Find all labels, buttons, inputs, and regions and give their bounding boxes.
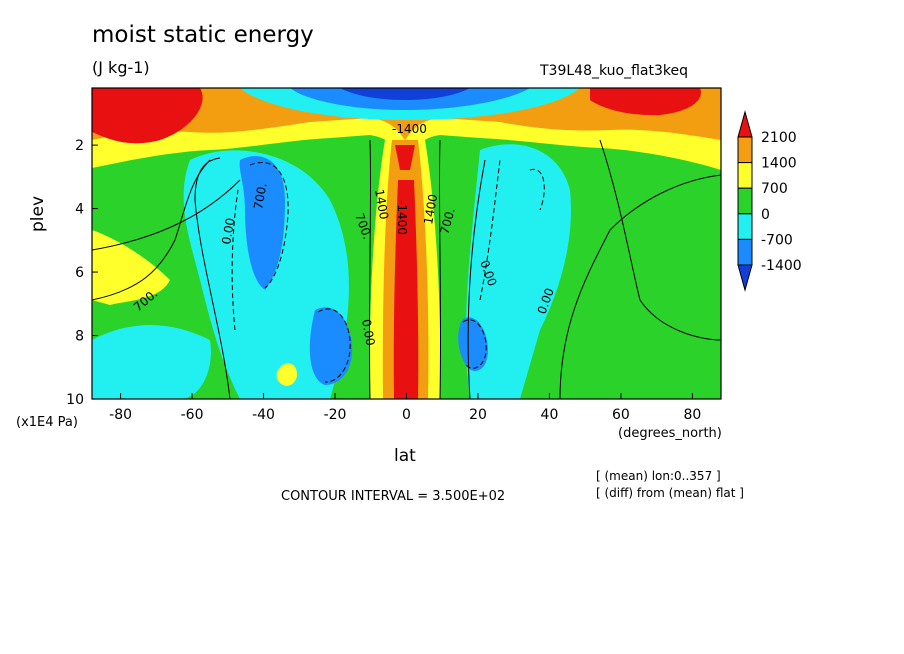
- yellow-blob: [276, 363, 298, 386]
- colorbar-label: 1400: [761, 156, 797, 172]
- x-tick-label: 0: [402, 407, 411, 423]
- contour-label: 700.: [437, 206, 457, 235]
- contour-label: 1400: [372, 188, 391, 221]
- x-axis-ticks: -80 -60 -40 -20 0 20 40 60 80: [109, 393, 701, 423]
- contour-field: [92, 88, 721, 399]
- mean-lon-note: [ (mean) lon:0..357 ]: [596, 469, 721, 483]
- y-axis-ticks: 2 4 6 8 10: [66, 138, 98, 408]
- x-tick-label: 40: [541, 407, 559, 423]
- colorbar-swatch: [737, 187, 753, 215]
- colorbar-swatch: [737, 136, 753, 164]
- band-2100-right: [590, 88, 701, 116]
- cyan-right: [465, 144, 571, 399]
- x-axis-label: lat: [394, 446, 416, 466]
- colorbar-swatch: [737, 238, 753, 266]
- blue-right-lower: [458, 317, 488, 371]
- contour-interval-note: CONTOUR INTERVAL = 3.500E+02: [281, 489, 506, 504]
- run-label: T39L48_kuo_flat3keq: [540, 63, 688, 79]
- contour-lines: [92, 139, 721, 399]
- colorbar-label: 0: [761, 207, 770, 223]
- chart-title: moist static energy: [92, 22, 314, 48]
- y-tick-label: 2: [75, 138, 84, 154]
- contour-label: 0.00: [359, 318, 377, 347]
- y-axis-units: (x1E4 Pa): [16, 415, 78, 430]
- blue-left-upper: [239, 156, 285, 290]
- y-tick-label: 8: [75, 329, 84, 345]
- band-700-left: [92, 230, 170, 305]
- x-axis-units: (degrees_north): [618, 426, 722, 441]
- contour-label: 0.00: [219, 217, 237, 246]
- colorbar-label: 700: [761, 181, 788, 197]
- x-tick-label: -20: [324, 407, 347, 423]
- blue-left-lower: [309, 307, 353, 385]
- y-tick-label: 6: [75, 265, 84, 281]
- band-2100-left: [92, 88, 203, 144]
- chart-units: (J kg-1): [92, 58, 150, 77]
- colorbar-top-arrow: [737, 110, 753, 138]
- diff-note: [ (diff) from (mean) flat ]: [596, 486, 744, 500]
- colorbar-label: 2100: [761, 130, 797, 146]
- colorbar-swatch: [737, 162, 753, 189]
- tower-2100: [393, 180, 419, 399]
- x-tick-label: 20: [469, 407, 487, 423]
- top-darkblue: [340, 88, 470, 100]
- contour-label: -1400: [392, 122, 427, 136]
- x-tick-label: -80: [109, 407, 132, 423]
- x-tick-label: 60: [612, 407, 630, 423]
- colorbar-swatch: [737, 213, 753, 240]
- colorbar: 2100 1400 700 0 -700 -1400: [737, 110, 802, 292]
- y-tick-label: 10: [66, 392, 84, 408]
- colorbar-label: -700: [761, 232, 793, 248]
- contour-label: 1400: [421, 193, 440, 226]
- x-tick-label: -40: [252, 407, 275, 423]
- cyan-lower-left: [92, 325, 211, 399]
- colorbar-label: -1400: [761, 258, 802, 274]
- x-tick-label: 80: [683, 407, 701, 423]
- y-tick-label: 4: [75, 202, 84, 218]
- contour-lines-dashed: [231, 159, 545, 383]
- contour-label: 700.: [251, 182, 269, 211]
- contour-label: -1400: [395, 200, 409, 235]
- colorbar-bottom-arrow: [737, 264, 753, 292]
- x-tick-label: -60: [181, 407, 204, 423]
- tower-cap: [395, 145, 415, 170]
